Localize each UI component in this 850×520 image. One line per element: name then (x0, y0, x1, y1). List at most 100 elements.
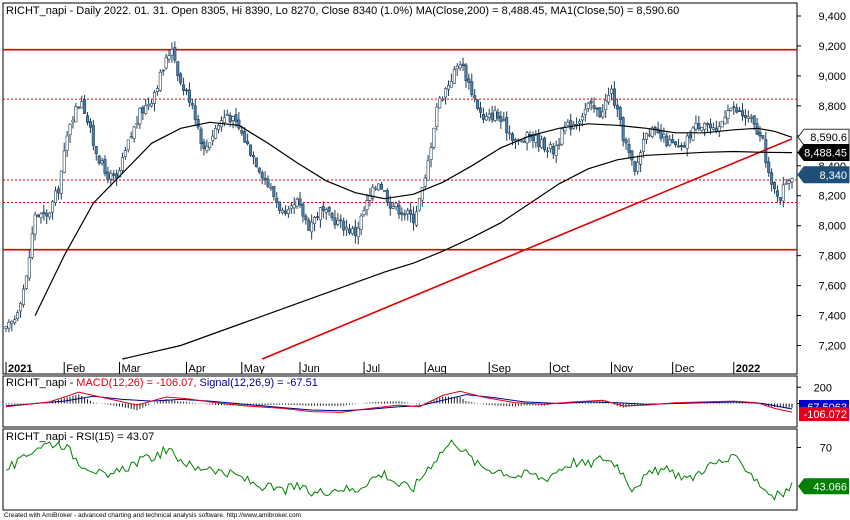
price-last-value-text: 8,488.45 (804, 148, 847, 160)
price-candle-body (476, 99, 480, 109)
price-candle-body (315, 216, 319, 219)
price-candle-body (496, 111, 500, 119)
price-candle-body (583, 109, 587, 115)
price-candle-body (671, 139, 675, 144)
price-candle-body (790, 178, 794, 183)
price-candle-body (65, 135, 69, 151)
price-candle-body (735, 107, 739, 113)
price-candle-body (173, 47, 177, 61)
price-candle-body (71, 119, 75, 123)
price-candle-body (773, 182, 777, 190)
price-candle-body (170, 49, 174, 56)
price-candle-body (217, 124, 221, 130)
price-candle-body (697, 123, 701, 130)
price-candle-body (327, 207, 331, 212)
price-candle-body (295, 198, 299, 207)
price-candle-body (182, 84, 186, 91)
price-panel: 7,2007,4007,6007,8008,0008,2008,4008,600… (2, 2, 850, 375)
macd-last-value-badge (799, 407, 849, 422)
price-candle-body (53, 190, 57, 203)
price-candle-body (251, 155, 255, 158)
price-candle-body (62, 150, 66, 173)
price-candle-body (68, 123, 72, 136)
price-candle-body (534, 135, 538, 143)
price-candle-body (630, 150, 634, 161)
macd-panel-frame (2, 375, 798, 428)
price-candle-body (39, 213, 43, 219)
price-y-tick-label: 7,400 (818, 311, 846, 323)
price-y-tick-label: 8,800 (818, 101, 846, 113)
price-candle-body (426, 160, 430, 181)
price-candle-body (656, 128, 660, 134)
price-candle-body (519, 139, 523, 142)
price-candle-body (461, 63, 465, 67)
price-x-axis: 2021 Feb Mar Apr May Jun Jul Aug Sep Oct Nov Dec 202… (5, 362, 760, 375)
price-candle-body (612, 88, 616, 106)
price-candle-body (301, 203, 305, 217)
price-candle-body (190, 103, 194, 106)
price-candle-body (543, 137, 547, 151)
price-candle-body (80, 101, 84, 109)
price-candle-body (464, 64, 468, 81)
price-candle-body (764, 139, 768, 164)
price-candle-body (86, 115, 90, 123)
price-candle-body (304, 215, 308, 221)
price-candle-body (432, 127, 436, 148)
price-candle-body (147, 103, 151, 107)
price-candle-body (257, 167, 261, 173)
price-last-value-badge (797, 166, 850, 184)
price-y-tick-label: 9,400 (818, 11, 846, 23)
price-candle-body (636, 161, 640, 172)
price-trendline (261, 138, 793, 360)
price-candle-body (237, 119, 241, 129)
price-candle-body (353, 226, 357, 236)
price-candle-body (775, 190, 779, 197)
price-candle-body (132, 126, 136, 139)
price-candle-body (138, 107, 142, 125)
price-candle-body (577, 121, 581, 124)
price-candle-body (691, 127, 695, 141)
price-candle-body (746, 116, 750, 119)
rsi-y-tick-label: 70 (820, 442, 832, 454)
price-candle-body (720, 121, 724, 128)
price-candle-body (511, 133, 515, 141)
price-candle-body (150, 102, 154, 107)
price-x-tick-label: Jun (302, 363, 320, 375)
macd-title-signal: Signal(12,26,9) = -67.51 (200, 377, 318, 389)
rsi-panel: 70 43.066 RICHT_napi - RSI(15) = 43.07 (2, 428, 849, 511)
price-candle-body (540, 139, 544, 148)
price-candle-body (144, 105, 148, 114)
price-candle-body (569, 120, 573, 130)
price-candle-body (4, 326, 8, 329)
price-candle-body (394, 202, 398, 208)
price-candle-body (51, 201, 55, 213)
macd-lines (5, 390, 793, 413)
price-candle-body (272, 185, 276, 197)
price-candle-body (586, 102, 590, 109)
price-x-tick-label: Jul (366, 363, 380, 375)
price-candle-body (269, 187, 273, 189)
price-candle-body (566, 121, 570, 126)
price-candle-body (382, 190, 386, 192)
price-last-value-text: 8,340 (819, 170, 847, 182)
price-candles (4, 41, 794, 333)
price-candle-body (513, 139, 517, 142)
price-last-value-badges: 8,590.6 8,488.45 8,340 (797, 128, 850, 184)
price-candle-body (580, 116, 584, 121)
price-candle-body (770, 172, 774, 185)
rsi-last-value-text: 43.066 (813, 481, 847, 493)
price-y-tick-label: 7,600 (818, 281, 846, 293)
price-candle-body (522, 141, 526, 143)
price-candle-body (435, 106, 439, 127)
price-candle-body (362, 210, 366, 216)
price-candle-body (554, 145, 558, 156)
price-candle-body (281, 210, 285, 214)
price-candle-body (726, 110, 730, 120)
price-candle-body (10, 320, 14, 324)
price-candle-body (403, 213, 407, 216)
price-candle-body (665, 135, 669, 147)
price-candle-body (222, 117, 226, 123)
price-candle-body (283, 210, 287, 214)
price-candle-body (199, 128, 203, 144)
price-candle-body (21, 288, 25, 305)
